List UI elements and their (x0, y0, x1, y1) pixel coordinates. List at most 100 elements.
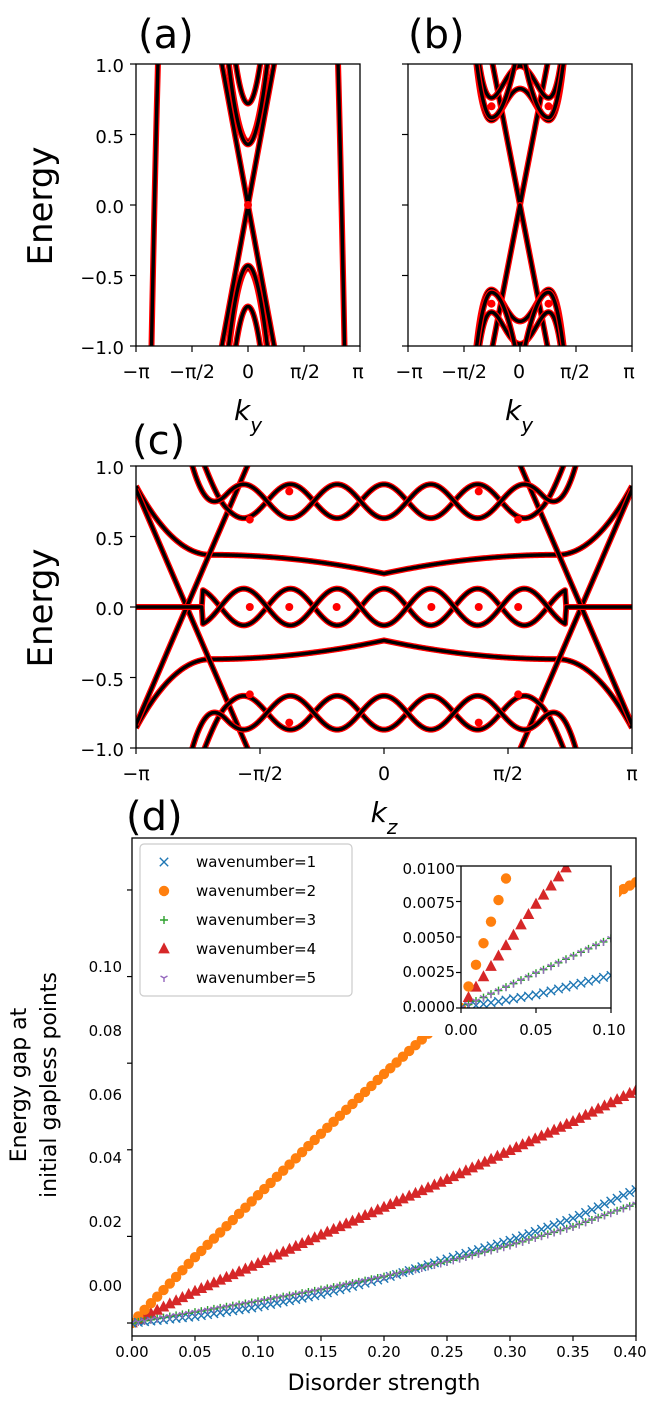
x-tick-label: 0.00 (115, 1343, 148, 1361)
x-tick-label: −π/2 (169, 361, 215, 383)
band-black-4 (474, 287, 566, 346)
gapless-point (474, 487, 483, 496)
y-tick-label: 1.0 (95, 458, 124, 479)
y-tick-label: −1.0 (80, 338, 124, 359)
y-tick-label: 0.02 (89, 1213, 122, 1231)
point-wavenumber=5 (455, 1256, 464, 1263)
point-wavenumber=4 (296, 1237, 308, 1249)
point-wavenumber=5 (184, 1310, 193, 1318)
band-black-6 (226, 64, 270, 147)
inset-point-wavenumber=1 (478, 999, 489, 1008)
band-red-5 (232, 303, 264, 346)
point-wavenumber=5 (613, 1208, 621, 1215)
inset-point-wavenumber=1 (583, 976, 594, 986)
point-wavenumber=5 (191, 1309, 199, 1317)
band-black-1 (490, 203, 550, 346)
point-wavenumber=1 (536, 1224, 547, 1234)
point-wavenumber=4 (542, 1126, 554, 1138)
point-wavenumber=5 (506, 1242, 514, 1250)
inset-point-wavenumber=4 (575, 843, 587, 854)
point-wavenumber=5 (550, 1229, 558, 1237)
panel-d: (d) Energy gap at initial gapless points… (7, 794, 647, 1396)
point-wavenumber=4 (472, 1158, 485, 1170)
x-tick-label: 0.30 (493, 1343, 526, 1361)
point-wavenumber=5 (140, 1318, 149, 1325)
inset-point-wavenumber=1 (538, 988, 549, 998)
panel-a-plot (130, 63, 361, 352)
gapless-point (544, 102, 553, 111)
point-wavenumber=4 (485, 1152, 497, 1164)
point-wavenumber=4 (151, 1303, 163, 1315)
y-tick-label: 0.0 (95, 197, 124, 218)
x-tick-label: 0.10 (241, 1343, 274, 1361)
point-wavenumber=4 (346, 1214, 359, 1226)
point-wavenumber=4 (145, 1306, 157, 1318)
legend-marker-wavenumber=5 (160, 975, 168, 982)
x-tick-label: 0.05 (178, 1343, 211, 1361)
point-wavenumber=4 (220, 1270, 233, 1282)
point-wavenumber=5 (273, 1295, 281, 1302)
point-wavenumber=5 (449, 1257, 458, 1265)
point-wavenumber=5 (285, 1292, 294, 1300)
point-wavenumber=2 (164, 1278, 175, 1289)
point-wavenumber=4 (567, 1114, 579, 1126)
y-tick-label: −1.0 (80, 740, 124, 761)
point-wavenumber=4 (479, 1155, 491, 1167)
x-tick-label: π/2 (493, 763, 523, 785)
point-wavenumber=4 (340, 1217, 352, 1229)
point-wavenumber=4 (535, 1129, 548, 1141)
legend-marker-wavenumber=1 (159, 857, 169, 867)
point-wavenumber=5 (543, 1231, 552, 1239)
point-wavenumber=5 (493, 1246, 502, 1253)
x-tick-label: 0 (242, 361, 254, 383)
inset-point-wavenumber=5 (532, 970, 540, 978)
panel-c-plot (130, 465, 633, 754)
point-wavenumber=4 (491, 1149, 504, 1161)
inset-point-wavenumber=4 (583, 834, 595, 845)
point-wavenumber=5 (235, 1301, 243, 1309)
inset-y-tick-label: 0.0050 (403, 929, 456, 947)
inset-y-tick-label: 0.0100 (403, 860, 456, 878)
point-wavenumber=1 (631, 1184, 636, 1195)
gapless-point (487, 299, 496, 308)
point-wavenumber=4 (460, 1164, 472, 1176)
point-wavenumber=4 (302, 1234, 315, 1246)
point-wavenumber=5 (474, 1251, 483, 1258)
point-wavenumber=5 (525, 1237, 533, 1244)
point-wavenumber=4 (315, 1228, 327, 1240)
x-tick-label: 0.15 (304, 1343, 337, 1361)
point-wavenumber=5 (625, 1203, 634, 1211)
point-wavenumber=5 (147, 1317, 155, 1324)
panel-d-ylabel: Energy gap at initial gapless points (7, 972, 62, 1198)
point-wavenumber=4 (560, 1117, 573, 1129)
y-tick-label: 0.06 (89, 1086, 122, 1104)
inset-yticks: 0.0100 0.0075 0.0050 0.0025 0.0000 (403, 860, 456, 1016)
point-wavenumber=5 (499, 1244, 508, 1252)
point-wavenumber=3 (632, 1199, 636, 1208)
point-wavenumber=5 (531, 1235, 540, 1243)
gapless-point (487, 102, 496, 111)
point-wavenumber=5 (254, 1298, 262, 1306)
point-wavenumber=4 (384, 1197, 397, 1209)
inset-point-wavenumber=2 (470, 959, 482, 971)
point-wavenumber=5 (606, 1210, 615, 1218)
legend-label-wavenumber-2: wavenumber=2 (196, 882, 316, 900)
point-wavenumber=1 (612, 1193, 622, 1203)
panel-d-xticks: 0.00 0.05 0.10 0.15 0.20 0.25 0.30 0.35 … (115, 1343, 646, 1361)
band-red-2 (136, 488, 632, 748)
point-wavenumber=4 (598, 1099, 611, 1111)
y-tick-label: 0.08 (89, 1022, 122, 1040)
point-wavenumber=4 (592, 1102, 604, 1114)
point-wavenumber=5 (247, 1299, 256, 1307)
legend-label-wavenumber-5: wavenumber=5 (196, 969, 316, 987)
x-tick-label: 0.20 (367, 1343, 400, 1361)
inset-point-wavenumber=1 (598, 972, 609, 983)
gapless-point (285, 487, 294, 496)
point-wavenumber=1 (568, 1213, 578, 1223)
inset-point-wavenumber=4 (492, 949, 505, 961)
legend-marker-wavenumber=2 (158, 885, 170, 897)
band-black-5 (234, 304, 262, 346)
y-tick-label: 0.00 (89, 1277, 122, 1295)
point-wavenumber=4 (573, 1111, 586, 1123)
band-black-3 (136, 466, 632, 726)
